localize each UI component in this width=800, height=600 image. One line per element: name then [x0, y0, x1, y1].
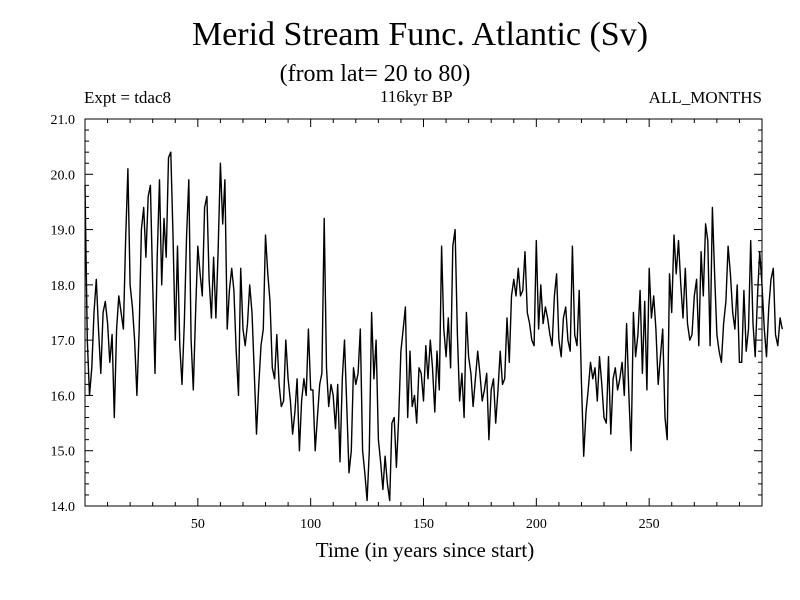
y-tick-label: 19.0 — [51, 224, 76, 239]
y-tick-label: 20.0 — [51, 168, 76, 183]
x-tick-label: 250 — [639, 517, 660, 532]
series-line — [84, 151, 783, 502]
y-tick-label: 21.0 — [51, 113, 76, 128]
period-label: 116kyr BP — [380, 87, 453, 106]
axes: 14.0 15.0 16.0 17.0 18.0 19.0 20.0 21.0 50 100 150… — [51, 113, 762, 532]
y-tick-label: 17.0 — [51, 334, 76, 349]
x-tick-label: 50 — [191, 517, 205, 532]
months-label: ALL_MONTHS — [648, 88, 762, 107]
x-tick-label: 100 — [300, 517, 321, 532]
y-tick-label: 16.0 — [51, 389, 76, 404]
x-tick-label: 200 — [526, 517, 547, 532]
chart-subtitle: (from lat= 20 to 80) — [279, 61, 471, 87]
x-axis-label: Time (in years since start) — [315, 538, 535, 562]
plot-frame — [84, 118, 763, 507]
y-tick-label: 18.0 — [51, 279, 76, 294]
experiment-label: Expt = tdac8 — [84, 88, 172, 107]
chart-title: Merid Stream Func. Atlantic (Sv) — [191, 16, 649, 53]
y-tick-label: 14.0 — [51, 500, 76, 515]
x-tick-label: 150 — [413, 517, 434, 532]
y-tick-label: 15.0 — [51, 445, 76, 460]
